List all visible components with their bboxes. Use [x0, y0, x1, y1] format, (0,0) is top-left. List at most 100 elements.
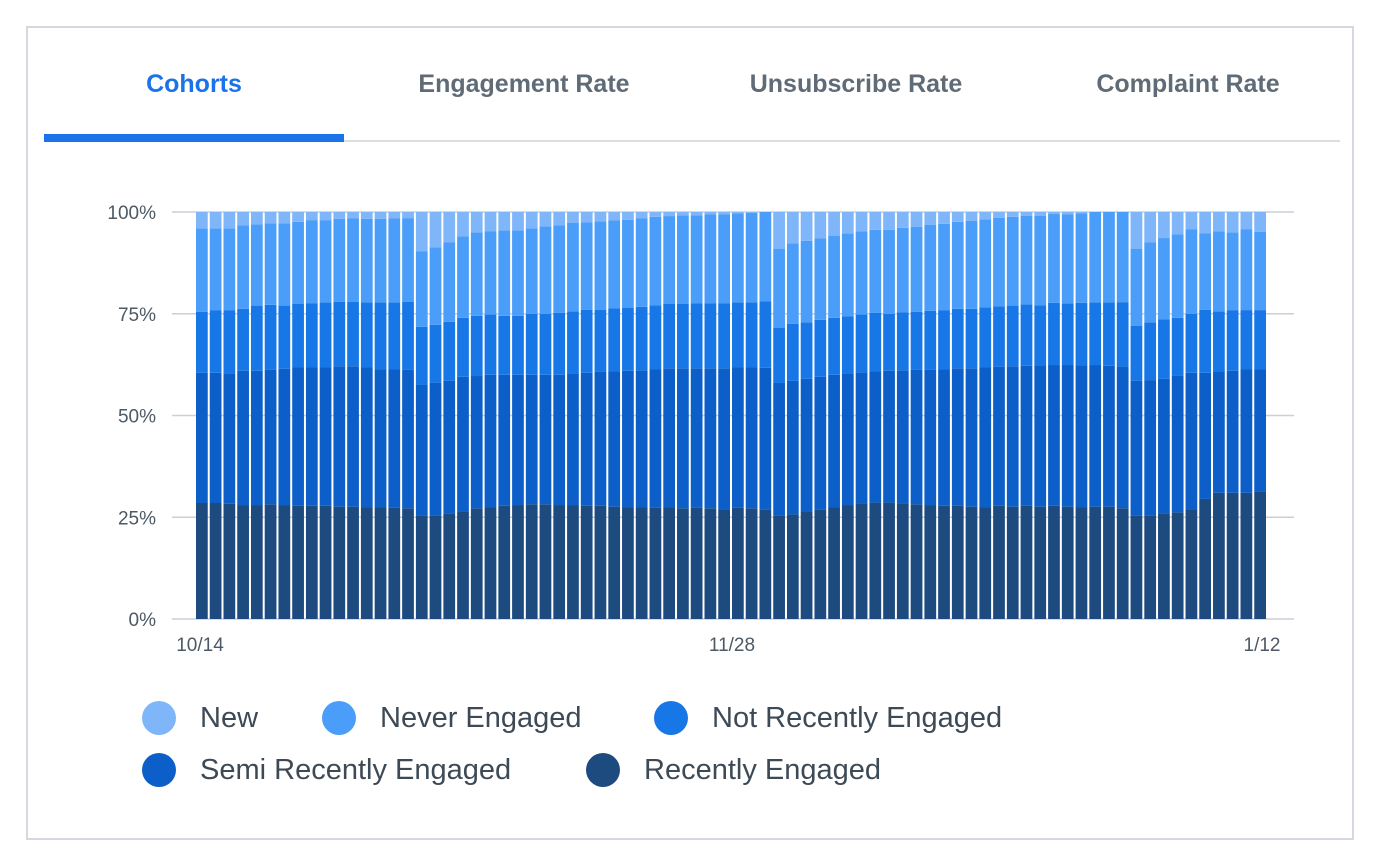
bar-segment-new[interactable] [250, 212, 263, 225]
bar-segment-new[interactable] [333, 212, 346, 219]
bar-segment-new[interactable] [567, 212, 579, 223]
bar-segment-new[interactable] [910, 212, 923, 227]
bar-segment-never-engaged[interactable] [786, 243, 799, 324]
bar-segment-new[interactable] [800, 212, 813, 241]
bar-segment-recently-engaged[interactable] [1034, 506, 1047, 619]
bar-segment-never-engaged[interactable] [1006, 216, 1019, 306]
tab-unsubscribe-rate[interactable]: Unsubscribe Rate [749, 70, 963, 98]
bar-segment-never-engaged[interactable] [1061, 214, 1074, 304]
bar-segment-recently-engaged[interactable] [1116, 508, 1129, 619]
bar-segment-new[interactable] [374, 212, 387, 219]
bar-segment-not-recently-engaged[interactable] [938, 310, 950, 370]
bar-segment-new[interactable] [938, 212, 950, 224]
bar-segment-new[interactable] [525, 212, 538, 229]
bar-segment-never-engaged[interactable] [704, 214, 717, 304]
bar-segment-never-engaged[interactable] [938, 223, 950, 311]
bar-segment-not-recently-engaged[interactable] [1103, 302, 1115, 366]
bar-segment-semi-recently-engaged[interactable] [539, 374, 552, 505]
bar-segment-new[interactable] [429, 212, 442, 248]
bar-segment-not-recently-engaged[interactable] [704, 303, 717, 369]
bar-segment-recently-engaged[interactable] [759, 509, 772, 619]
bar-segment-recently-engaged[interactable] [512, 505, 524, 619]
bar-segment-never-engaged[interactable] [237, 225, 249, 309]
bar-segment-never-engaged[interactable] [580, 222, 593, 310]
bar-segment-not-recently-engaged[interactable] [1158, 319, 1170, 379]
bar-segment-never-engaged[interactable] [567, 222, 579, 312]
bar-segment-not-recently-engaged[interactable] [608, 308, 621, 372]
bar-segment-never-engaged[interactable] [883, 229, 895, 314]
bar-segment-not-recently-engaged[interactable] [553, 312, 566, 375]
bar-segment-semi-recently-engaged[interactable] [622, 370, 634, 508]
bar-segment-not-recently-engaged[interactable] [635, 306, 648, 371]
bar-segment-new[interactable] [786, 212, 799, 244]
bar-segment-never-engaged[interactable] [388, 218, 401, 303]
bar-segment-never-engaged[interactable] [250, 224, 263, 306]
bar-segment-new[interactable] [415, 212, 428, 252]
bar-segment-recently-engaged[interactable] [965, 506, 978, 619]
bar-segment-not-recently-engaged[interactable] [759, 301, 772, 368]
bar-segment-not-recently-engaged[interactable] [1144, 322, 1157, 381]
bar-segment-semi-recently-engaged[interactable] [1034, 365, 1047, 507]
bar-segment-recently-engaged[interactable] [429, 515, 442, 619]
bar-segment-not-recently-engaged[interactable] [443, 321, 456, 381]
bar-segment-not-recently-engaged[interactable] [1061, 303, 1074, 366]
bar-segment-semi-recently-engaged[interactable] [196, 372, 208, 503]
bar-segment-new[interactable] [1061, 212, 1074, 215]
bar-segment-never-engaged[interactable] [347, 218, 359, 302]
bar-segment-recently-engaged[interactable] [1089, 506, 1102, 619]
bar-segment-never-engaged[interactable] [732, 213, 744, 303]
bar-segment-semi-recently-engaged[interactable] [1171, 375, 1184, 513]
bar-segment-not-recently-engaged[interactable] [567, 311, 579, 374]
bar-segment-semi-recently-engaged[interactable] [704, 368, 717, 509]
bar-segment-never-engaged[interactable] [745, 212, 758, 303]
legend-item-new[interactable]: New [142, 700, 258, 736]
bar-segment-semi-recently-engaged[interactable] [292, 367, 304, 506]
bar-segment-recently-engaged[interactable] [635, 507, 648, 619]
bar-segment-never-engaged[interactable] [896, 227, 909, 313]
bar-segment-never-engaged[interactable] [525, 228, 538, 314]
bar-segment-not-recently-engaged[interactable] [388, 302, 401, 370]
bar-segment-semi-recently-engaged[interactable] [745, 367, 758, 509]
bar-segment-recently-engaged[interactable] [883, 502, 895, 619]
bar-segment-new[interactable] [1020, 212, 1033, 216]
bar-segment-recently-engaged[interactable] [347, 506, 359, 619]
bar-segment-recently-engaged[interactable] [745, 508, 758, 619]
bar-segment-not-recently-engaged[interactable] [814, 319, 827, 377]
bar-segment-not-recently-engaged[interactable] [869, 312, 882, 372]
bar-segment-never-engaged[interactable] [924, 225, 937, 311]
bar-segment-not-recently-engaged[interactable] [429, 324, 442, 383]
bar-segment-new[interactable] [1213, 212, 1225, 232]
bar-segment-new[interactable] [732, 212, 744, 214]
bar-segment-never-engaged[interactable] [457, 236, 469, 318]
bar-segment-never-engaged[interactable] [608, 220, 621, 309]
tab-complaint-rate[interactable]: Complaint Rate [1096, 70, 1280, 98]
bar-segment-semi-recently-engaged[interactable] [924, 369, 937, 506]
bar-segment-new[interactable] [319, 212, 332, 221]
bar-segment-never-engaged[interactable] [635, 218, 648, 307]
bar-segment-never-engaged[interactable] [965, 220, 978, 309]
bar-segment-not-recently-engaged[interactable] [663, 303, 676, 369]
bar-segment-new[interactable] [196, 212, 208, 229]
bar-segment-recently-engaged[interactable] [1130, 515, 1143, 619]
bar-segment-recently-engaged[interactable] [1020, 505, 1033, 619]
bar-segment-new[interactable] [663, 212, 676, 217]
bar-segment-new[interactable] [635, 212, 648, 219]
bar-segment-never-engaged[interactable] [869, 229, 882, 313]
bar-segment-not-recently-engaged[interactable] [525, 313, 538, 375]
bar-segment-recently-engaged[interactable] [319, 505, 332, 619]
bar-segment-never-engaged[interactable] [264, 223, 277, 305]
bar-segment-semi-recently-engaged[interactable] [1158, 378, 1170, 514]
bar-segment-new[interactable] [305, 212, 318, 221]
bar-segment-new[interactable] [402, 212, 414, 219]
bar-segment-recently-engaged[interactable] [388, 507, 401, 619]
bar-segment-not-recently-engaged[interactable] [1048, 302, 1060, 366]
bar-segment-never-engaged[interactable] [1240, 229, 1253, 311]
bar-segment-new[interactable] [457, 212, 469, 237]
bar-segment-not-recently-engaged[interactable] [979, 307, 992, 368]
bar-segment-never-engaged[interactable] [470, 232, 483, 316]
bar-segment-new[interactable] [828, 212, 840, 236]
bar-segment-recently-engaged[interactable] [979, 507, 992, 619]
bar-segment-new[interactable] [553, 212, 566, 226]
bar-segment-semi-recently-engaged[interactable] [333, 366, 346, 507]
bar-segment-new[interactable] [470, 212, 483, 233]
